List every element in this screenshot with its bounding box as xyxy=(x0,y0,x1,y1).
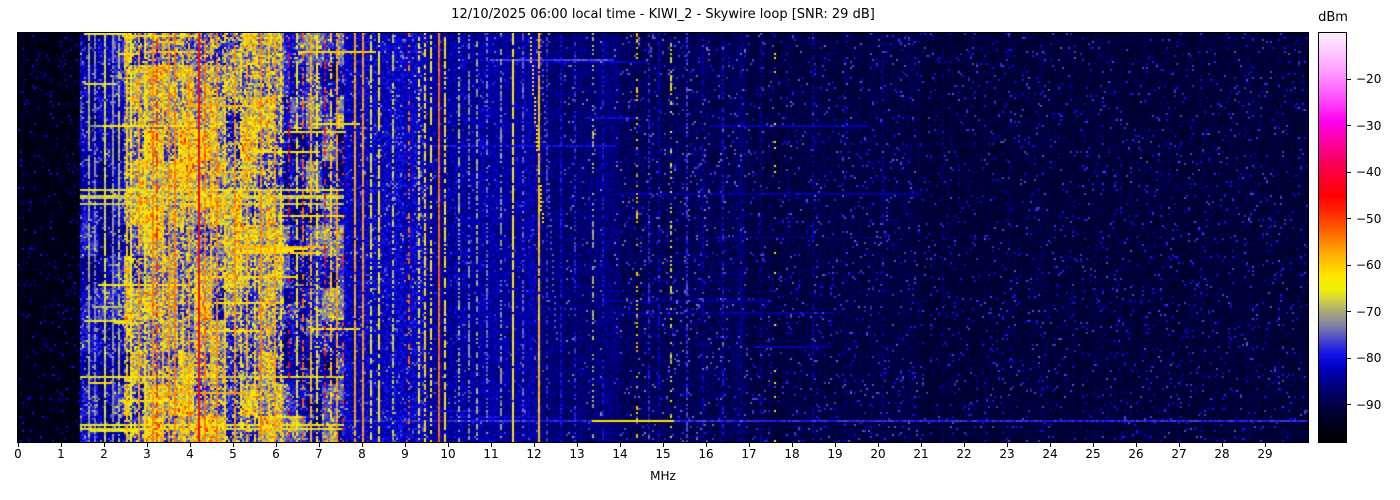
colorbar-tick xyxy=(1347,78,1351,80)
colorbar-tick xyxy=(1347,218,1351,220)
x-tick xyxy=(663,443,664,447)
xaxis-title: MHz xyxy=(650,469,676,483)
x-tick-label: 4 xyxy=(186,447,194,461)
plot-title: 12/10/2025 06:00 local time - KIWI_2 - S… xyxy=(451,7,875,22)
x-tick xyxy=(1050,443,1051,447)
colorbar-tick xyxy=(1347,171,1351,173)
colorbar-tick xyxy=(1347,264,1351,266)
x-tick-label: 2 xyxy=(100,447,108,461)
x-tick xyxy=(147,443,148,447)
x-tick-label: 25 xyxy=(1085,447,1101,461)
x-tick xyxy=(964,443,965,447)
colorbar-tick-label: −30 xyxy=(1356,118,1382,133)
x-tick-label: 6 xyxy=(272,447,280,461)
x-tick-label: 17 xyxy=(741,447,757,461)
colorbar-tick-label: −80 xyxy=(1356,351,1382,366)
x-tick xyxy=(878,443,879,447)
x-tick-label: 5 xyxy=(229,447,237,461)
x-tick-label: 13 xyxy=(569,447,585,461)
colorbar-tick xyxy=(1347,404,1351,406)
x-tick-label: 24 xyxy=(1042,447,1058,461)
x-tick xyxy=(1136,443,1137,447)
x-tick xyxy=(319,443,320,447)
x-tick-label: 10 xyxy=(440,447,456,461)
colorbar-tick-label: −20 xyxy=(1356,72,1382,87)
x-tick-label: 16 xyxy=(698,447,714,461)
x-tick-label: 23 xyxy=(999,447,1015,461)
x-tick-label: 0 xyxy=(14,447,22,461)
colorbar-tick-label: −60 xyxy=(1356,258,1382,273)
x-tick xyxy=(491,443,492,447)
colorbar-tick-label: −40 xyxy=(1356,165,1382,180)
x-tick-label: 27 xyxy=(1171,447,1187,461)
x-tick xyxy=(104,443,105,447)
x-tick-label: 19 xyxy=(827,447,843,461)
colorbar-tick xyxy=(1347,311,1351,313)
colorbar-canvas xyxy=(1319,33,1346,442)
x-tick xyxy=(18,443,19,447)
x-tick xyxy=(835,443,836,447)
x-tick xyxy=(276,443,277,447)
colorbar-tick-label: −70 xyxy=(1356,304,1382,319)
x-tick-label: 3 xyxy=(143,447,151,461)
x-tick xyxy=(749,443,750,447)
x-tick xyxy=(1222,443,1223,447)
colorbar-tick xyxy=(1347,357,1351,359)
x-tick-label: 28 xyxy=(1214,447,1230,461)
x-tick-label: 8 xyxy=(358,447,366,461)
x-tick xyxy=(61,443,62,447)
x-tick-label: 12 xyxy=(526,447,542,461)
x-tick xyxy=(1093,443,1094,447)
x-tick-label: 14 xyxy=(612,447,628,461)
x-tick-label: 15 xyxy=(655,447,671,461)
x-tick xyxy=(620,443,621,447)
colorbar-tick-label: −90 xyxy=(1356,397,1382,412)
colorbar xyxy=(1318,32,1347,443)
x-tick xyxy=(534,443,535,447)
x-tick-label: 21 xyxy=(913,447,929,461)
spectrogram-plot xyxy=(17,32,1309,443)
x-tick-label: 7 xyxy=(315,447,323,461)
colorbar-tick-label: −50 xyxy=(1356,211,1382,226)
x-tick-label: 22 xyxy=(956,447,972,461)
x-tick xyxy=(190,443,191,447)
x-tick xyxy=(1007,443,1008,447)
x-tick-label: 1 xyxy=(57,447,65,461)
x-tick xyxy=(706,443,707,447)
x-tick xyxy=(448,443,449,447)
x-tick xyxy=(1179,443,1180,447)
x-tick xyxy=(921,443,922,447)
x-tick-label: 9 xyxy=(401,447,409,461)
x-tick xyxy=(792,443,793,447)
x-tick-label: 29 xyxy=(1257,447,1273,461)
x-tick-label: 18 xyxy=(784,447,800,461)
colorbar-tick xyxy=(1347,125,1351,127)
x-tick xyxy=(577,443,578,447)
x-tick xyxy=(362,443,363,447)
x-tick xyxy=(1265,443,1266,447)
spectrogram-canvas xyxy=(18,33,1308,442)
x-tick-label: 26 xyxy=(1128,447,1144,461)
colorbar-title: dBm xyxy=(1318,10,1348,25)
x-tick-label: 11 xyxy=(483,447,499,461)
x-tick-label: 20 xyxy=(870,447,886,461)
x-tick xyxy=(233,443,234,447)
x-tick xyxy=(405,443,406,447)
